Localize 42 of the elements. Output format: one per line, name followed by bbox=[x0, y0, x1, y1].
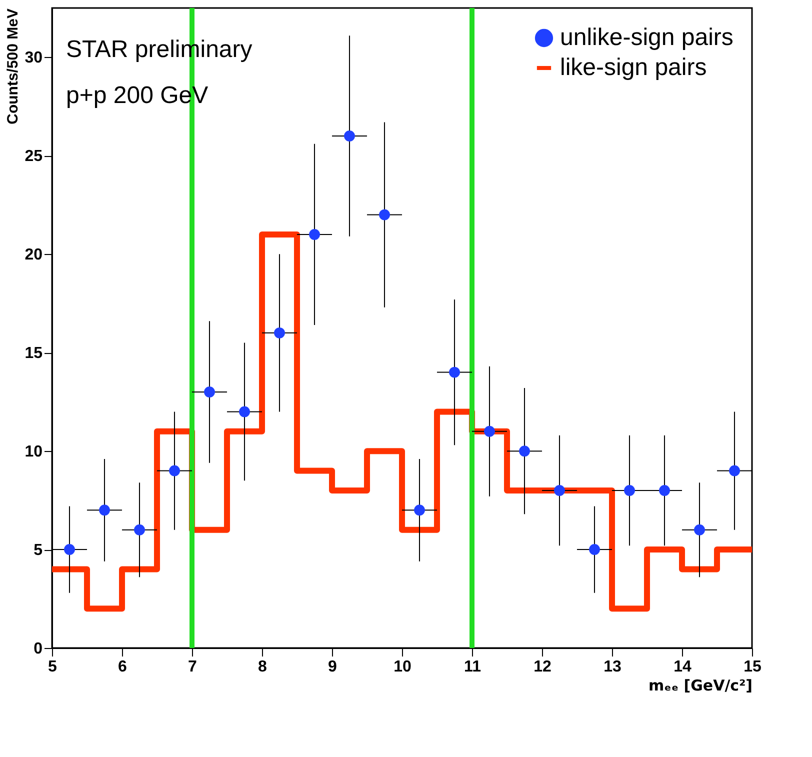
point bbox=[379, 209, 390, 220]
x-axis-title: mₑₑ [GeV/c²] bbox=[648, 676, 752, 694]
point bbox=[519, 446, 530, 457]
x-tick-label: 14 bbox=[674, 658, 692, 676]
y-tick-label: 25 bbox=[24, 148, 43, 166]
x-tick-label: 10 bbox=[394, 658, 412, 676]
x-tick-label: 9 bbox=[328, 658, 338, 676]
x-tick-label: 13 bbox=[604, 658, 622, 676]
y-tick-label: 20 bbox=[24, 246, 43, 264]
x-tick-label: 11 bbox=[464, 658, 482, 676]
y-tick-label: 30 bbox=[24, 50, 43, 67]
y-tick-label: 10 bbox=[24, 444, 43, 461]
point bbox=[694, 524, 705, 536]
y-axis-title: Counts/500 MeV bbox=[4, 8, 22, 124]
x-tick-label: 15 bbox=[744, 658, 762, 676]
y-tick-label: 15 bbox=[24, 345, 43, 362]
point bbox=[64, 544, 75, 556]
point bbox=[99, 504, 110, 516]
point bbox=[204, 386, 215, 398]
point bbox=[309, 228, 320, 240]
point bbox=[624, 484, 635, 496]
y-tick-label: 0 bbox=[34, 640, 43, 658]
x-tick-label: 6 bbox=[118, 658, 128, 676]
x-tick-label: 12 bbox=[534, 658, 552, 676]
point bbox=[239, 406, 250, 418]
x-tick-label: 7 bbox=[188, 658, 198, 676]
point bbox=[659, 484, 670, 496]
point bbox=[169, 465, 180, 476]
legend-label: unlike-sign pairs bbox=[560, 24, 734, 51]
point bbox=[484, 426, 495, 437]
point bbox=[729, 465, 740, 476]
point bbox=[554, 484, 565, 496]
legend-label: like-sign pairs bbox=[560, 54, 707, 81]
x-tick-label: 8 bbox=[258, 658, 268, 676]
x-tick-label: 5 bbox=[48, 658, 58, 676]
y-tick-label: 5 bbox=[34, 542, 43, 560]
point bbox=[134, 524, 145, 536]
point bbox=[449, 366, 460, 378]
point bbox=[344, 130, 355, 142]
point bbox=[414, 504, 425, 516]
point bbox=[274, 327, 285, 338]
point bbox=[589, 544, 600, 556]
